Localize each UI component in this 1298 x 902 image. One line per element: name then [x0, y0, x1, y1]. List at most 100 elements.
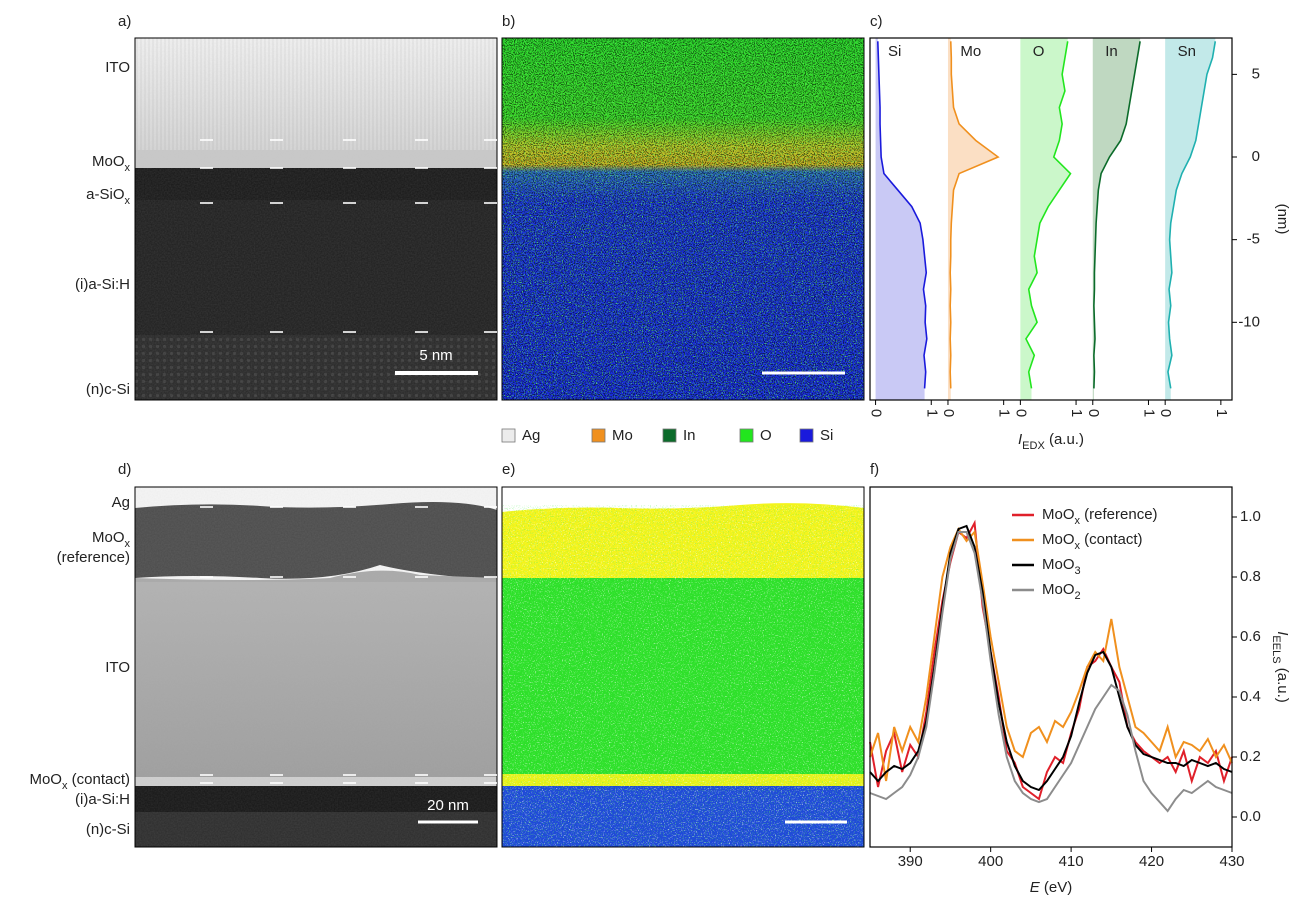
profile-line — [1167, 41, 1217, 389]
y-axis-label: IEELS (a.u.) — [1270, 631, 1291, 703]
x-tick-label: 400 — [978, 853, 1003, 870]
y-tick-label: 0.0 — [1240, 808, 1261, 825]
legend-swatch — [739, 428, 754, 443]
y-axis-label: (nm) — [1274, 204, 1291, 235]
x-tick-label: 0 — [1012, 409, 1029, 417]
layer-label-text: a-SiO — [86, 186, 124, 203]
x-tick-label: 0 — [940, 409, 957, 417]
x-axis-label-sub: EDX — [1022, 440, 1045, 452]
spectrum-line — [869, 531, 1233, 813]
y-tick-label: 0.8 — [1240, 568, 1261, 585]
profile-area — [947, 38, 999, 400]
series-name: O — [1033, 43, 1045, 60]
x-axis-label-after: (a.u.) — [1045, 431, 1084, 448]
layer-label: a-SiOx — [86, 186, 130, 207]
tem-image-d — [134, 486, 498, 848]
legend-label-sub: 2 — [1075, 590, 1081, 602]
panel-label: b) — [502, 13, 515, 30]
legend-swatch — [501, 428, 516, 443]
profile-area — [1165, 38, 1216, 400]
x-tick-label: 1 — [1140, 409, 1157, 417]
legend-label: Ag — [522, 427, 540, 444]
layer-label: ITO — [105, 659, 130, 676]
profile-line — [949, 41, 1000, 389]
x-tick-label: 1 — [1213, 409, 1230, 417]
y-tick-label: 0.2 — [1240, 748, 1261, 765]
x-tick-label: 430 — [1219, 853, 1244, 870]
legend-swatch — [591, 428, 606, 443]
legend-swatch — [662, 428, 677, 443]
legend-label: Si — [820, 427, 833, 444]
legend-label-text: MoO — [1042, 556, 1075, 573]
profile-line — [876, 41, 928, 389]
x-tick-label: 1 — [996, 409, 1013, 417]
series-name: Sn — [1178, 43, 1196, 60]
x-axis-label-text: I — [1018, 431, 1022, 448]
layer-label: (i)a-Si:H — [75, 276, 130, 293]
series-name: Si — [888, 43, 901, 60]
legend-label: MoOx (contact) — [1042, 531, 1143, 552]
y-axis-label-after: (a.u.) — [1274, 664, 1291, 703]
x-tick-label: 0 — [1157, 409, 1174, 417]
y-tick-label: -10 — [1238, 313, 1260, 330]
layer-label-text: MoO — [29, 771, 62, 788]
layer-label-sub: x — [62, 780, 68, 792]
legend-label-sub: 3 — [1075, 565, 1081, 577]
x-axis-label-after: (eV) — [1040, 879, 1073, 896]
scale-bar-label: 5 nm — [419, 347, 452, 364]
y-axis-label-sub: EELS — [1270, 635, 1282, 663]
series-name: In — [1105, 43, 1118, 60]
series-name: Mo — [960, 43, 981, 60]
legend-label: Mo — [612, 427, 633, 444]
x-tick-label: 1 — [923, 409, 940, 417]
scale-bar-label: 20 nm — [427, 797, 469, 814]
panel-label: d) — [118, 461, 131, 478]
x-tick-label: 420 — [1139, 853, 1164, 870]
legend-label-sub: x — [1075, 515, 1081, 527]
profile-line — [1025, 41, 1072, 389]
layer-label-sub: x — [125, 162, 131, 174]
layer-label-after: (contact) — [67, 771, 130, 788]
spectrum-line — [869, 526, 1233, 782]
legend-label-text: MoO — [1042, 531, 1075, 548]
layer-label: (n)c-Si — [86, 381, 130, 398]
legend-label: O — [760, 427, 772, 444]
layer-label: (reference) — [57, 549, 130, 566]
y-tick-label: 0 — [1252, 148, 1260, 165]
legend-label: MoO2 — [1042, 581, 1081, 602]
layer-label-sub: x — [125, 195, 131, 207]
panel-label: a) — [118, 13, 131, 30]
panel-label: f) — [870, 461, 879, 478]
x-tick-label: 0 — [1085, 409, 1102, 417]
layer-label: MoOx (contact) — [29, 771, 130, 792]
x-tick-label: 390 — [898, 853, 923, 870]
legend-label-text: MoO — [1042, 581, 1075, 598]
legend-label: MoO3 — [1042, 556, 1081, 577]
legend-label: MoOx (reference) — [1042, 506, 1158, 527]
layer-label: (i)a-Si:H — [75, 791, 130, 808]
layer-label: ITO — [105, 59, 130, 76]
layer-label: (n)c-Si — [86, 821, 130, 838]
panel-label: e) — [502, 461, 515, 478]
x-axis-label: IEDX (a.u.) — [1018, 431, 1084, 452]
tem-image-a — [134, 37, 498, 401]
profile-area — [1092, 38, 1141, 400]
y-tick-label: 1.0 — [1240, 508, 1261, 525]
layer-label: MoOx — [92, 153, 131, 174]
y-tick-label: 0.6 — [1240, 628, 1261, 645]
y-axis-label-text: I — [1274, 631, 1291, 635]
x-tick-label: 410 — [1059, 853, 1084, 870]
legend-swatch — [799, 428, 814, 443]
legend-label-sub: x — [1075, 540, 1081, 552]
layer-label-text: MoO — [92, 153, 125, 170]
legend-label: In — [683, 427, 696, 444]
profile-area — [875, 38, 927, 400]
layer-label-sub: x — [125, 538, 131, 550]
layer-label: MoOx — [92, 529, 131, 550]
plot-frame — [869, 37, 1233, 401]
legend-label-after: (reference) — [1080, 506, 1158, 523]
edx-map-e — [501, 486, 865, 848]
y-tick-label: 5 — [1252, 65, 1260, 82]
